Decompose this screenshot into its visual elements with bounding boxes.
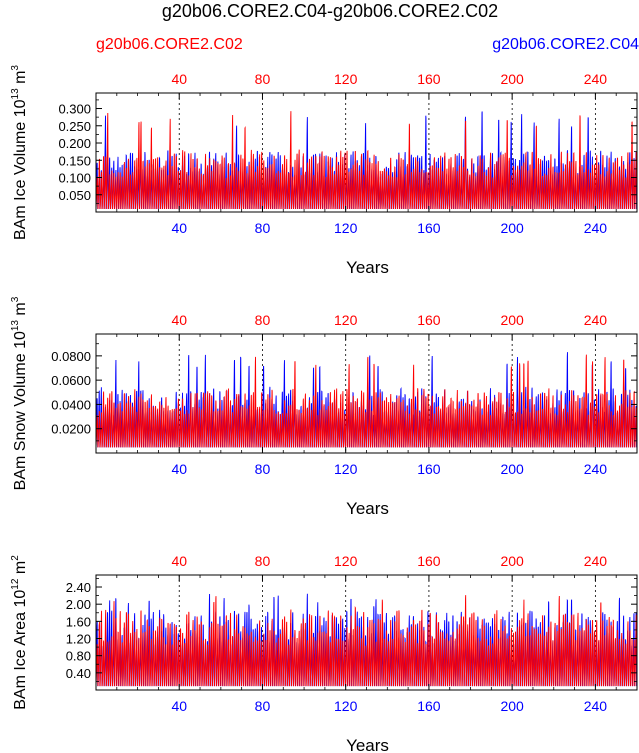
x-tick-label-bottom: 240 [584, 698, 608, 714]
x-tick-label-top: 120 [334, 71, 358, 87]
y-tick-label: 0.150 [58, 153, 91, 168]
x-tick-label-top: 40 [171, 553, 187, 569]
data-traces [96, 593, 637, 687]
data-traces [96, 111, 637, 209]
data-traces [96, 352, 637, 448]
x-tick-label-bottom: 120 [334, 220, 358, 236]
x-tick-label-bottom: 160 [417, 220, 441, 236]
x-tick-label-top: 80 [255, 71, 271, 87]
series-a-label: g20b06.CORE2.C02 [96, 36, 243, 53]
y-tick-label: 0.0200 [51, 422, 91, 437]
x-tick-label-bottom: 80 [255, 461, 271, 477]
y-axis-label: BAm Ice Area 1012 m2 [10, 555, 29, 710]
y-tick-label: 0.200 [58, 136, 91, 151]
x-tick-label-top: 40 [171, 312, 187, 328]
x-tick-label-top: 240 [584, 71, 608, 87]
y-tick-label: 0.0600 [51, 373, 91, 388]
x-tick-label-bottom: 40 [171, 461, 187, 477]
y-tick-label: 0.050 [58, 188, 91, 203]
x-axis-label: Years [346, 499, 389, 518]
x-tick-label-top: 160 [417, 71, 441, 87]
series-line-g20b06.CORE2.C02 [96, 111, 637, 209]
x-tick-label-bottom: 240 [584, 461, 608, 477]
y-tick-label: 0.250 [58, 119, 91, 134]
y-tick-label: 2.40 [66, 580, 91, 595]
x-axis-label: Years [346, 736, 389, 753]
x-tick-label-top: 120 [334, 312, 358, 328]
y-tick-label: 1.60 [66, 614, 91, 629]
x-tick-label-bottom: 40 [171, 698, 187, 714]
y-tick-label: 0.100 [58, 171, 91, 186]
x-tick-label-bottom: 160 [417, 698, 441, 714]
x-tick-label-bottom: 160 [417, 461, 441, 477]
x-tick-label-bottom: 240 [584, 220, 608, 236]
x-tick-label-top: 240 [584, 312, 608, 328]
y-tick-label: 0.0400 [51, 397, 91, 412]
y-tick-label: 0.80 [66, 649, 91, 664]
x-tick-label-bottom: 120 [334, 698, 358, 714]
x-tick-label-top: 80 [255, 312, 271, 328]
x-tick-label-bottom: 200 [500, 461, 524, 477]
x-tick-label-top: 80 [255, 553, 271, 569]
y-tick-label: 0.0800 [51, 349, 91, 364]
x-tick-label-top: 160 [417, 553, 441, 569]
x-tick-label-bottom: 40 [171, 220, 187, 236]
x-tick-label-top: 200 [500, 553, 524, 569]
y-tick-label: 0.300 [58, 102, 91, 117]
series-line-g20b06.CORE2.C02 [96, 595, 637, 687]
x-tick-label-top: 200 [500, 312, 524, 328]
series-line-g20b06.CORE2.C02 [96, 354, 637, 448]
y-axis-label: BAm Ice Volume 1013 m3 [10, 65, 29, 240]
figure-title: g20b06.CORE2.C04-g20b06.CORE2.C02 [162, 1, 498, 21]
x-tick-label-top: 200 [500, 71, 524, 87]
x-axis-label: Years [346, 258, 389, 277]
y-tick-label: 2.00 [66, 597, 91, 612]
x-tick-label-top: 160 [417, 312, 441, 328]
chart-panel-2: 40 40 80 80 120 120 160 160 200 200 240 240 0.0200 0.… [10, 296, 638, 518]
x-tick-label-bottom: 120 [334, 461, 358, 477]
series-b-label: g20b06.CORE2.C04 [492, 36, 639, 53]
x-tick-label-bottom: 80 [255, 220, 271, 236]
x-tick-label-bottom: 200 [500, 220, 524, 236]
y-axis-label: BAm Snow Volume 1013 m3 [10, 296, 29, 490]
chart-panel-1: 40 40 80 80 120 120 160 160 200 200 240 240 0.050 0.1… [10, 65, 638, 277]
x-tick-label-top: 40 [171, 71, 187, 87]
chart-panel-3: 40 40 80 80 120 120 160 160 200 200 240 240 0.40 0.80… [10, 553, 638, 753]
y-tick-label: 1.20 [66, 632, 91, 647]
x-tick-label-top: 240 [584, 553, 608, 569]
x-tick-label-bottom: 200 [500, 698, 524, 714]
x-tick-label-top: 120 [334, 553, 358, 569]
y-tick-label: 0.40 [66, 666, 91, 681]
x-tick-label-bottom: 80 [255, 698, 271, 714]
